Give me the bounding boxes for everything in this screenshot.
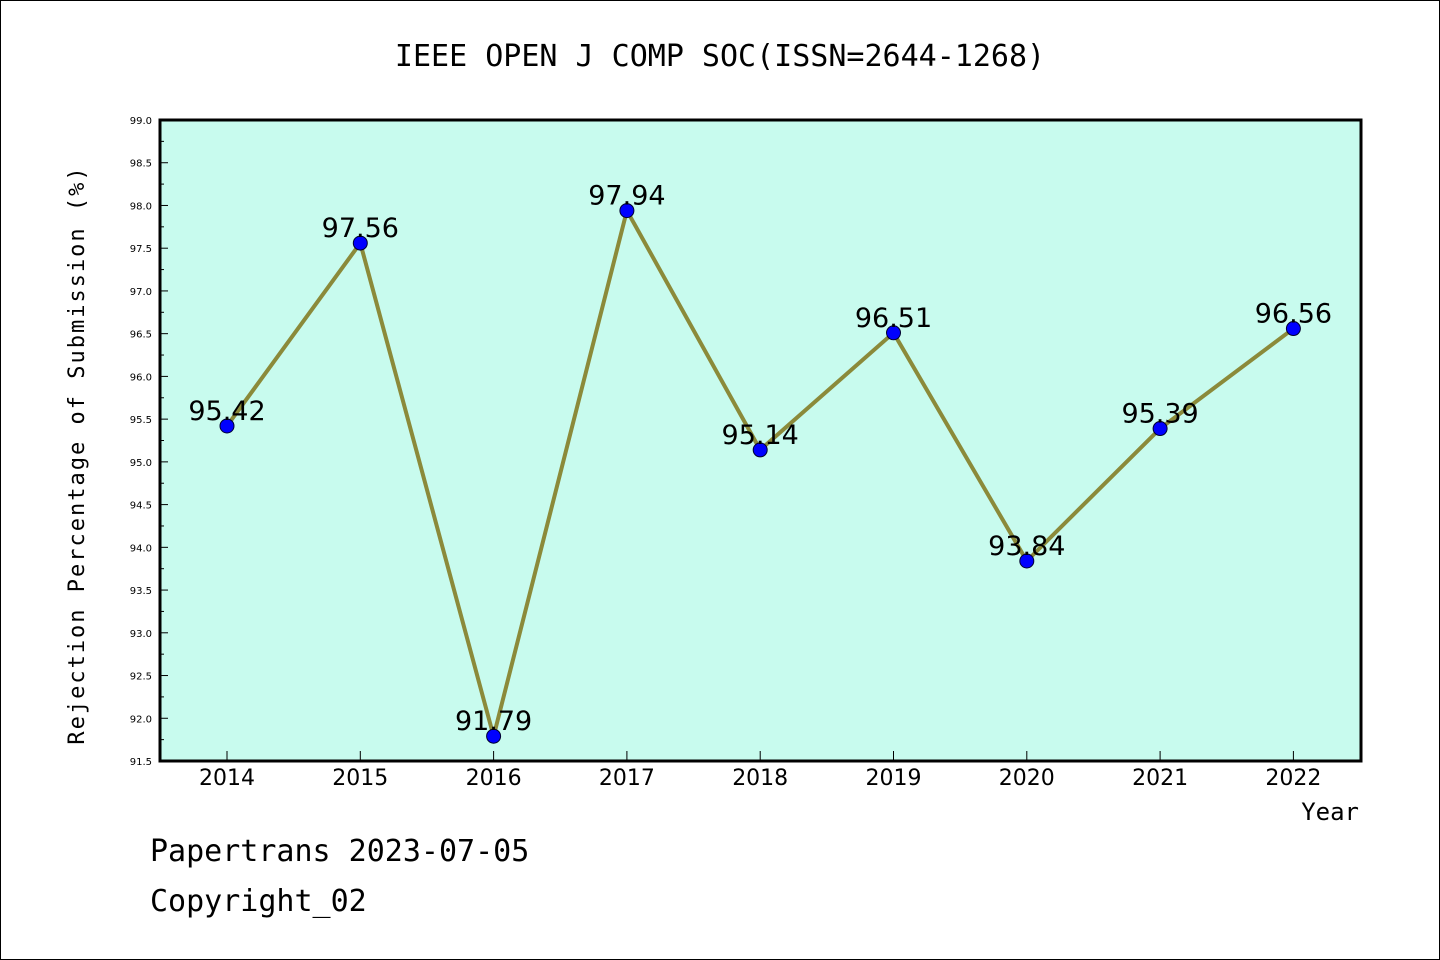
chart-title: IEEE OPEN J COMP SOC(ISSN=2644-1268)	[395, 39, 1045, 74]
data-label: 91.79	[455, 706, 532, 737]
y-tick-label: 96.5	[130, 330, 152, 341]
x-axis: 2014 2015 2016 2017 2018 2019 2020 2021 2022	[199, 751, 1321, 791]
y-axis-label: Rejection Percentage of Submission (%)	[65, 165, 90, 744]
y-tick-label: 91.5	[130, 757, 152, 768]
data-label: 95.39	[1121, 399, 1198, 430]
y-axis: 91.5 92.0 92.5 93.0 93.5 94.0 94.5 95.0 95.5 96.0…	[130, 116, 168, 768]
data-point	[752, 442, 768, 458]
y-tick-label: 95.5	[130, 415, 152, 426]
y-tick-label: 92.0	[130, 714, 152, 725]
x-tick-label: 2014	[199, 766, 255, 791]
data-label: 97.56	[322, 213, 399, 244]
y-tick-label: 94.5	[130, 501, 152, 512]
data-label: 93.84	[988, 531, 1065, 562]
data-point	[352, 235, 368, 251]
x-tick-label: 2018	[732, 766, 788, 791]
x-tick-label: 2017	[599, 766, 655, 791]
y-tick-label: 98.5	[130, 159, 152, 170]
y-tick-label: 99.0	[130, 116, 152, 127]
y-tick-label: 96.0	[130, 372, 152, 383]
y-tick-label: 98.0	[130, 201, 152, 212]
x-axis-label: Year	[1301, 798, 1359, 826]
data-point	[886, 325, 901, 341]
data-label: 95.14	[722, 420, 799, 451]
data-point	[486, 728, 502, 744]
data-point	[219, 418, 235, 434]
y-tick-label: 97.0	[130, 287, 152, 298]
data-label: 96.56	[1255, 299, 1332, 330]
y-tick-label: 94.0	[130, 543, 152, 554]
data-label: 97.94	[588, 181, 665, 212]
y-tick-label: 93.0	[130, 629, 152, 640]
data-label: 95.42	[188, 396, 265, 427]
data-labels: 95.42 97.56 91.79 97.94 95.14 96.51 93.84 95.39…	[188, 181, 1332, 738]
x-tick-label: 2015	[332, 766, 388, 791]
footer-date: Papertrans 2023-07-05	[150, 834, 530, 869]
data-point	[619, 203, 635, 219]
data-points	[219, 203, 1301, 744]
data-point	[1019, 553, 1035, 569]
x-tick-label: 2016	[466, 766, 522, 791]
footer-copyright: Copyright_02	[150, 884, 367, 919]
data-label: 96.51	[855, 303, 932, 334]
x-tick-label: 2022	[1265, 766, 1321, 791]
data-point	[1285, 321, 1301, 337]
y-tick-label: 95.0	[130, 458, 152, 469]
plot-area	[158, 118, 1363, 763]
y-tick-label: 97.5	[130, 244, 152, 255]
data-point	[1152, 421, 1168, 437]
x-tick-label: 2019	[866, 766, 922, 791]
y-tick-label: 92.5	[130, 672, 152, 683]
y-tick-label: 93.5	[130, 586, 152, 597]
x-tick-label: 2021	[1132, 766, 1188, 791]
x-tick-label: 2020	[999, 766, 1055, 791]
